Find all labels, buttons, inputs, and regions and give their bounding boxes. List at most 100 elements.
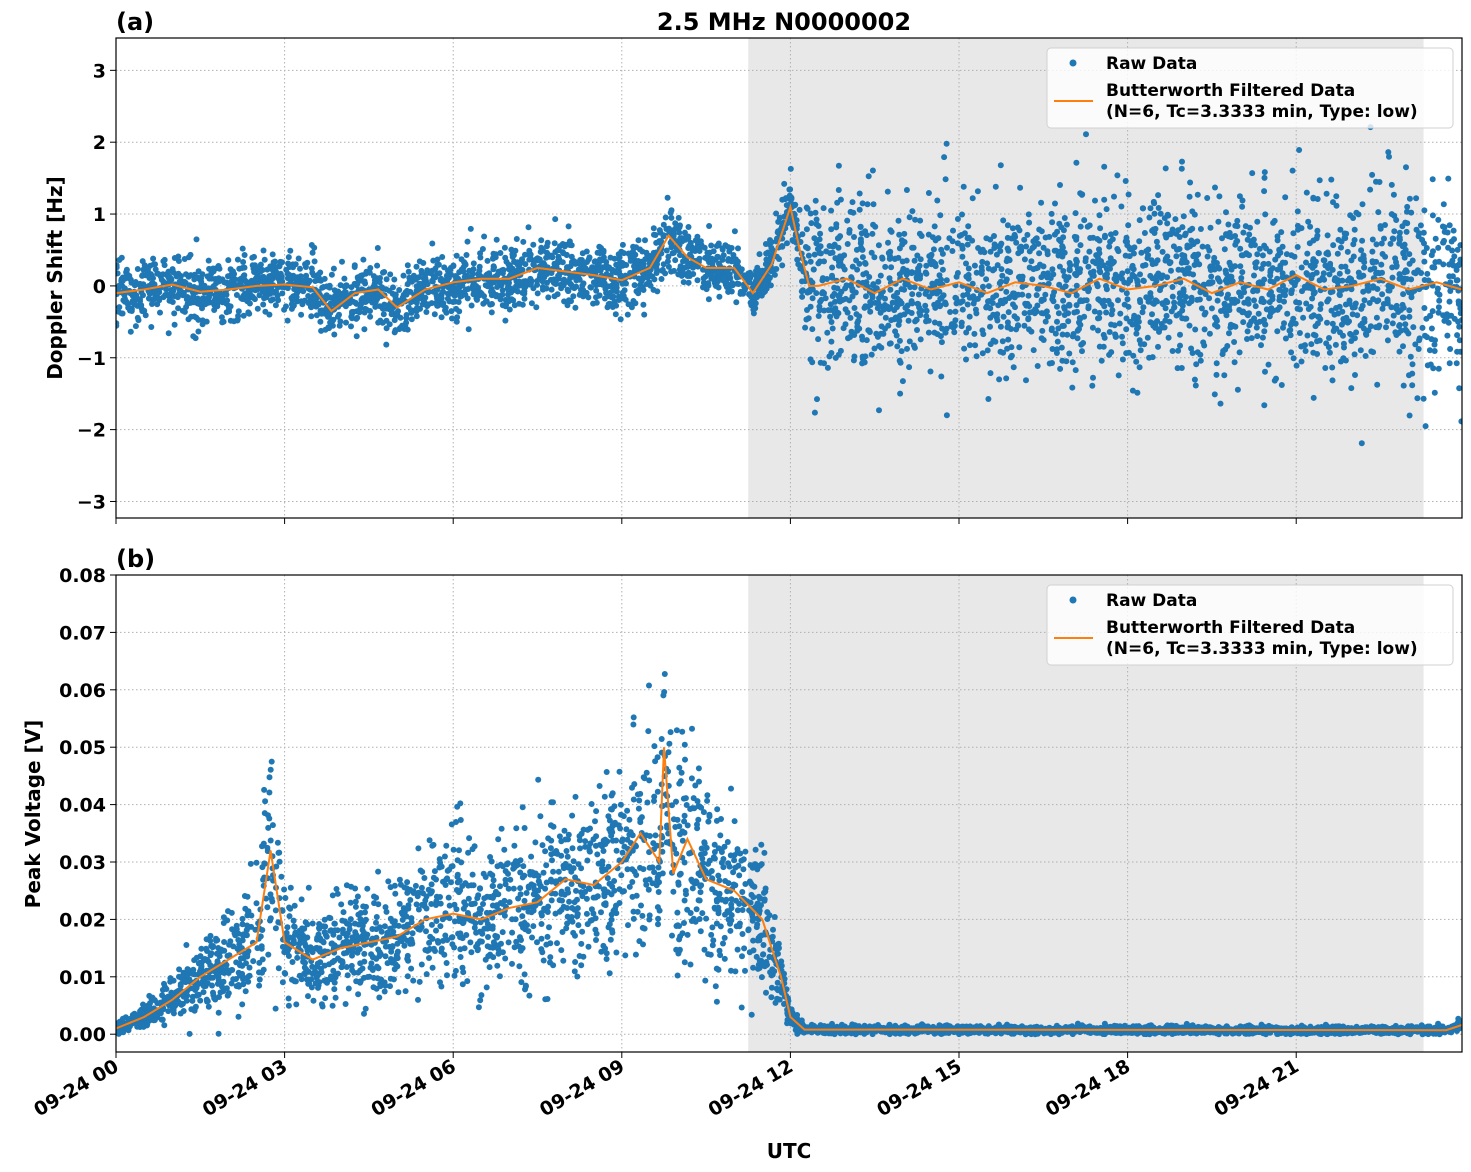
raw-data-point bbox=[1261, 169, 1268, 176]
raw-data-point bbox=[1289, 270, 1296, 277]
raw-data-point bbox=[1136, 364, 1143, 371]
raw-data-point bbox=[499, 270, 506, 277]
raw-data-point bbox=[1358, 247, 1365, 254]
raw-data-point bbox=[903, 187, 910, 193]
raw-data-point bbox=[681, 229, 688, 236]
raw-data-point bbox=[617, 295, 624, 302]
raw-data-point bbox=[833, 224, 840, 231]
raw-data-point bbox=[249, 262, 256, 269]
raw-data-point bbox=[310, 272, 317, 279]
raw-data-point bbox=[1223, 209, 1229, 216]
raw-data-point bbox=[1399, 301, 1406, 308]
raw-data-point bbox=[755, 289, 762, 296]
raw-data-point bbox=[190, 333, 197, 340]
raw-data-point bbox=[521, 288, 528, 295]
raw-data-point bbox=[181, 308, 188, 315]
raw-data-point bbox=[1265, 260, 1272, 267]
raw-data-point bbox=[552, 281, 559, 287]
raw-data-point bbox=[572, 304, 579, 311]
raw-data-point bbox=[392, 327, 399, 334]
raw-data-point bbox=[1208, 273, 1215, 280]
raw-data-point bbox=[1280, 324, 1286, 331]
raw-data-point bbox=[1155, 343, 1161, 350]
raw-data-point bbox=[1324, 249, 1331, 256]
raw-data-point bbox=[393, 310, 400, 317]
raw-data-point bbox=[175, 305, 182, 312]
raw-data-point bbox=[859, 360, 866, 367]
raw-data-point bbox=[220, 318, 227, 325]
raw-data-point bbox=[1262, 321, 1269, 328]
raw-data-point bbox=[475, 1004, 482, 1011]
raw-data-point bbox=[468, 274, 475, 280]
raw-data-point bbox=[1026, 219, 1033, 226]
raw-data-point bbox=[766, 274, 773, 281]
raw-data-point bbox=[815, 313, 822, 319]
raw-data-point bbox=[1420, 395, 1427, 402]
raw-data-point bbox=[826, 353, 833, 360]
raw-data-point bbox=[799, 293, 806, 300]
raw-data-point bbox=[1401, 269, 1408, 276]
raw-data-point bbox=[1258, 265, 1265, 272]
raw-data-point bbox=[875, 331, 882, 338]
raw-data-point bbox=[1348, 385, 1355, 392]
raw-data-point bbox=[773, 266, 780, 272]
raw-data-point bbox=[868, 351, 875, 358]
raw-data-point bbox=[1011, 313, 1018, 320]
raw-data-point bbox=[991, 233, 997, 239]
raw-data-point bbox=[195, 328, 202, 335]
raw-data-point bbox=[363, 306, 370, 313]
raw-data-point bbox=[462, 260, 469, 267]
raw-data-point bbox=[807, 258, 814, 265]
raw-data-point bbox=[882, 263, 889, 270]
raw-data-point bbox=[402, 988, 409, 995]
raw-data-point bbox=[1183, 259, 1190, 266]
raw-data-point bbox=[790, 238, 797, 245]
raw-data-point bbox=[1040, 337, 1047, 343]
raw-data-point bbox=[889, 299, 896, 306]
raw-data-point bbox=[468, 302, 475, 309]
raw-data-point bbox=[952, 317, 959, 324]
raw-data-point bbox=[1171, 299, 1178, 306]
raw-data-point bbox=[259, 927, 266, 933]
raw-data-point bbox=[660, 232, 667, 239]
raw-data-point bbox=[942, 329, 949, 336]
raw-data-point bbox=[492, 251, 499, 258]
filtered-data-line bbox=[116, 203, 1462, 313]
raw-data-point bbox=[859, 279, 866, 286]
raw-data-point bbox=[1228, 296, 1235, 303]
raw-data-point bbox=[1455, 318, 1462, 325]
raw-data-point bbox=[243, 293, 250, 300]
raw-data-point bbox=[819, 275, 826, 282]
raw-data-point bbox=[1200, 339, 1207, 346]
raw-data-point bbox=[1314, 232, 1321, 239]
raw-data-point bbox=[220, 914, 227, 921]
raw-data-point bbox=[1310, 195, 1317, 202]
raw-data-point bbox=[965, 275, 972, 282]
raw-data-point bbox=[1406, 307, 1413, 314]
raw-data-point bbox=[327, 319, 334, 326]
raw-data-point bbox=[387, 271, 394, 278]
raw-data-point bbox=[1282, 259, 1289, 266]
raw-data-point bbox=[1197, 351, 1204, 358]
legend-filtered-label: Butterworth Filtered Data bbox=[1106, 81, 1355, 101]
raw-data-point bbox=[916, 309, 923, 316]
raw-data-point bbox=[842, 321, 849, 328]
raw-data-point bbox=[974, 188, 981, 195]
raw-data-point bbox=[425, 289, 432, 296]
raw-data-point bbox=[868, 249, 875, 256]
raw-data-point bbox=[1259, 334, 1266, 341]
raw-data-point bbox=[714, 253, 721, 260]
raw-data-point bbox=[833, 313, 840, 320]
raw-data-point bbox=[116, 320, 120, 327]
raw-data-point bbox=[813, 290, 820, 297]
raw-data-point bbox=[1369, 248, 1376, 255]
raw-data-point bbox=[756, 267, 763, 274]
raw-data-point bbox=[1073, 292, 1080, 299]
raw-data-point bbox=[479, 246, 486, 252]
raw-data-point bbox=[1428, 325, 1435, 332]
y-tick-label: 1 bbox=[93, 204, 106, 226]
raw-data-point bbox=[260, 279, 267, 285]
raw-data-point bbox=[917, 256, 924, 263]
raw-data-point bbox=[714, 270, 721, 277]
raw-data-point bbox=[223, 985, 230, 992]
